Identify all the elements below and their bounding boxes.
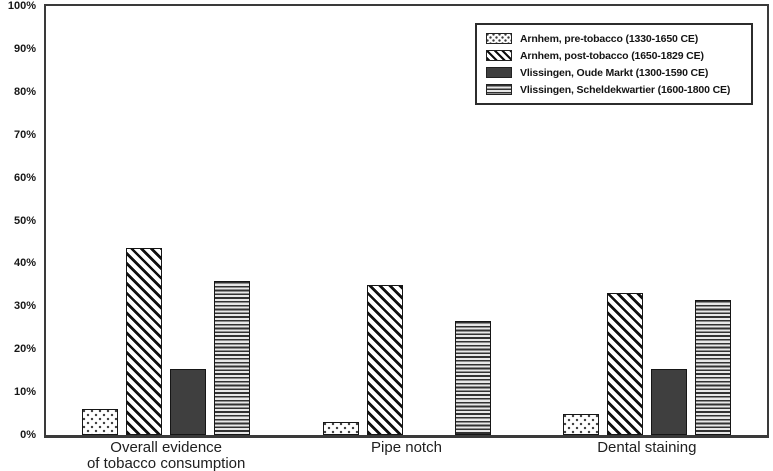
y-tick-label: 90% bbox=[13, 42, 36, 55]
legend-label: Arnhem, post-tobacco (1650-1829 CE) bbox=[520, 49, 704, 62]
y-axis: 0% 10% 20% 30% 40% 50% 60% 70% 80% 90% 100% bbox=[0, 0, 40, 441]
legend-label: Vlissingen, Scheldekwartier (1600-1800 C… bbox=[520, 83, 731, 96]
plot-area: Arnhem, pre-tobacco (1330-1650 CE) Arnhem… bbox=[44, 4, 769, 438]
dots-swatch-icon bbox=[486, 33, 512, 44]
y-tick-label: 60% bbox=[13, 171, 36, 184]
bar-series-3-category-2 bbox=[694, 299, 731, 435]
y-tick-label: 0% bbox=[20, 429, 36, 441]
y-tick-label: 70% bbox=[13, 128, 36, 141]
legend-label: Vlissingen, Oude Markt (1300-1590 CE) bbox=[520, 66, 709, 79]
bar-series-1-category-2 bbox=[606, 293, 643, 435]
y-tick-label: 30% bbox=[13, 300, 36, 313]
legend-item: Arnhem, post-tobacco (1650-1829 CE) bbox=[486, 48, 743, 63]
legend-item: Vlissingen, Oude Markt (1300-1590 CE) bbox=[486, 65, 743, 80]
bar-group bbox=[322, 6, 491, 435]
bar-series-0-category-1 bbox=[322, 422, 359, 435]
bar-series-2-category-2 bbox=[650, 368, 687, 435]
y-tick-label: 40% bbox=[13, 257, 36, 270]
y-tick-label: 50% bbox=[13, 214, 36, 227]
solid-dark-swatch-icon bbox=[486, 67, 512, 78]
y-tick-label: 20% bbox=[13, 343, 36, 356]
legend-item: Arnhem, pre-tobacco (1330-1650 CE) bbox=[486, 31, 743, 46]
y-tick-label: 80% bbox=[13, 85, 36, 98]
legend: Arnhem, pre-tobacco (1330-1650 CE) Arnhem… bbox=[475, 23, 753, 105]
y-tick-label: 100% bbox=[7, 0, 36, 12]
legend-item: Vlissingen, Scheldekwartier (1600-1800 C… bbox=[486, 82, 743, 97]
bar-group bbox=[82, 6, 251, 435]
bar-series-0-category-2 bbox=[562, 413, 599, 435]
x-axis: Overall evidence of tobacco consumption P… bbox=[46, 440, 767, 471]
bar-series-0-category-0 bbox=[82, 409, 119, 435]
bars-layer bbox=[46, 6, 767, 435]
legend-label: Arnhem, pre-tobacco (1330-1650 CE) bbox=[520, 32, 699, 45]
bar-series-1-category-1 bbox=[366, 284, 403, 435]
x-category-label: Pipe notch bbox=[371, 439, 442, 456]
bar-group bbox=[562, 6, 731, 435]
x-category-label: Overall evidence of tobacco consumption bbox=[86, 439, 246, 471]
bar-series-2-category-0 bbox=[170, 368, 207, 435]
x-category-label: Dental staining bbox=[597, 439, 697, 456]
diagonal-stripes-swatch-icon bbox=[486, 50, 512, 61]
bar-series-1-category-0 bbox=[126, 248, 163, 435]
bar-series-3-category-0 bbox=[214, 280, 251, 435]
bar-series-3-category-1 bbox=[454, 321, 491, 435]
y-tick-label: 10% bbox=[13, 386, 36, 399]
horizontal-stripes-swatch-icon bbox=[486, 84, 512, 95]
